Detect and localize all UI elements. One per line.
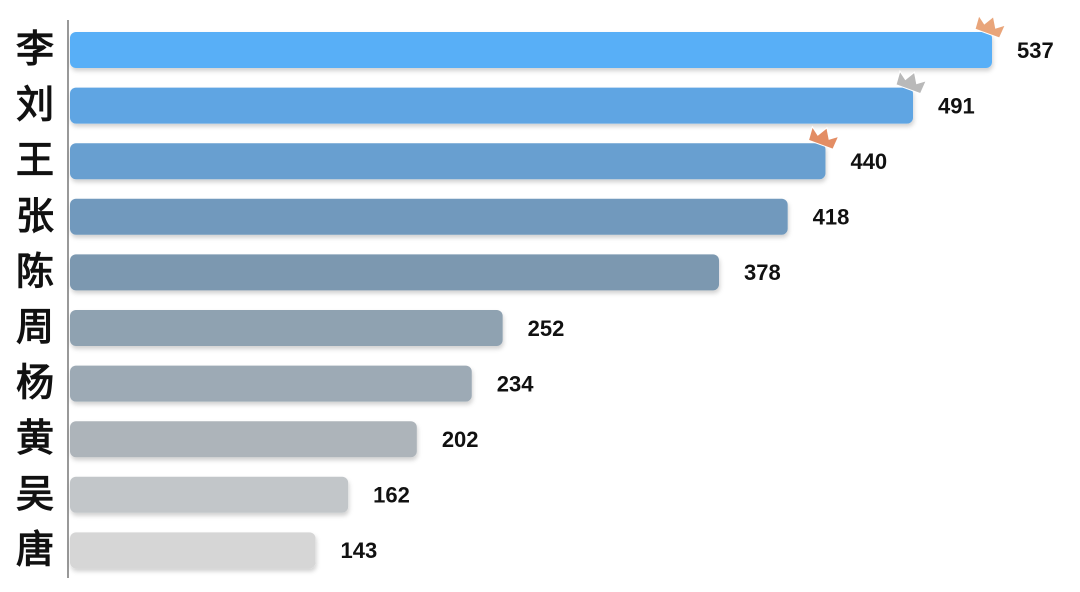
bar [70,532,316,569]
category-label: 唐 [16,528,54,571]
bar [70,421,417,458]
bar [70,143,826,180]
bar [70,87,914,124]
crown-icon [807,125,840,150]
category-label: 黄 [16,418,54,460]
crown [895,69,928,95]
category-label: 吴 [16,474,54,516]
category-label: 周 [16,307,54,349]
crown-icon [895,69,928,95]
crown [807,125,840,150]
value-label: 418 [813,205,850,230]
value-label: 202 [442,427,479,452]
category-label: 王 [16,140,54,182]
value-label: 537 [1017,38,1054,63]
value-label: 162 [373,483,410,508]
value-label: 234 [497,371,534,396]
category-label: 张 [16,196,54,238]
value-label: 143 [341,538,378,563]
bar [70,32,992,68]
bar [70,365,472,402]
bar [70,198,788,235]
category-label: 陈 [16,251,54,293]
value-label: 252 [528,316,565,341]
value-label: 440 [850,149,887,174]
bar [70,254,720,291]
value-label: 491 [938,93,975,118]
crown [974,14,1007,39]
crown-icon [974,14,1007,39]
category-label: 刘 [16,85,54,127]
bar [70,476,349,513]
value-label: 378 [744,260,781,285]
category-label: 李 [16,29,54,71]
category-label: 杨 [16,363,54,405]
bar [70,310,503,346]
